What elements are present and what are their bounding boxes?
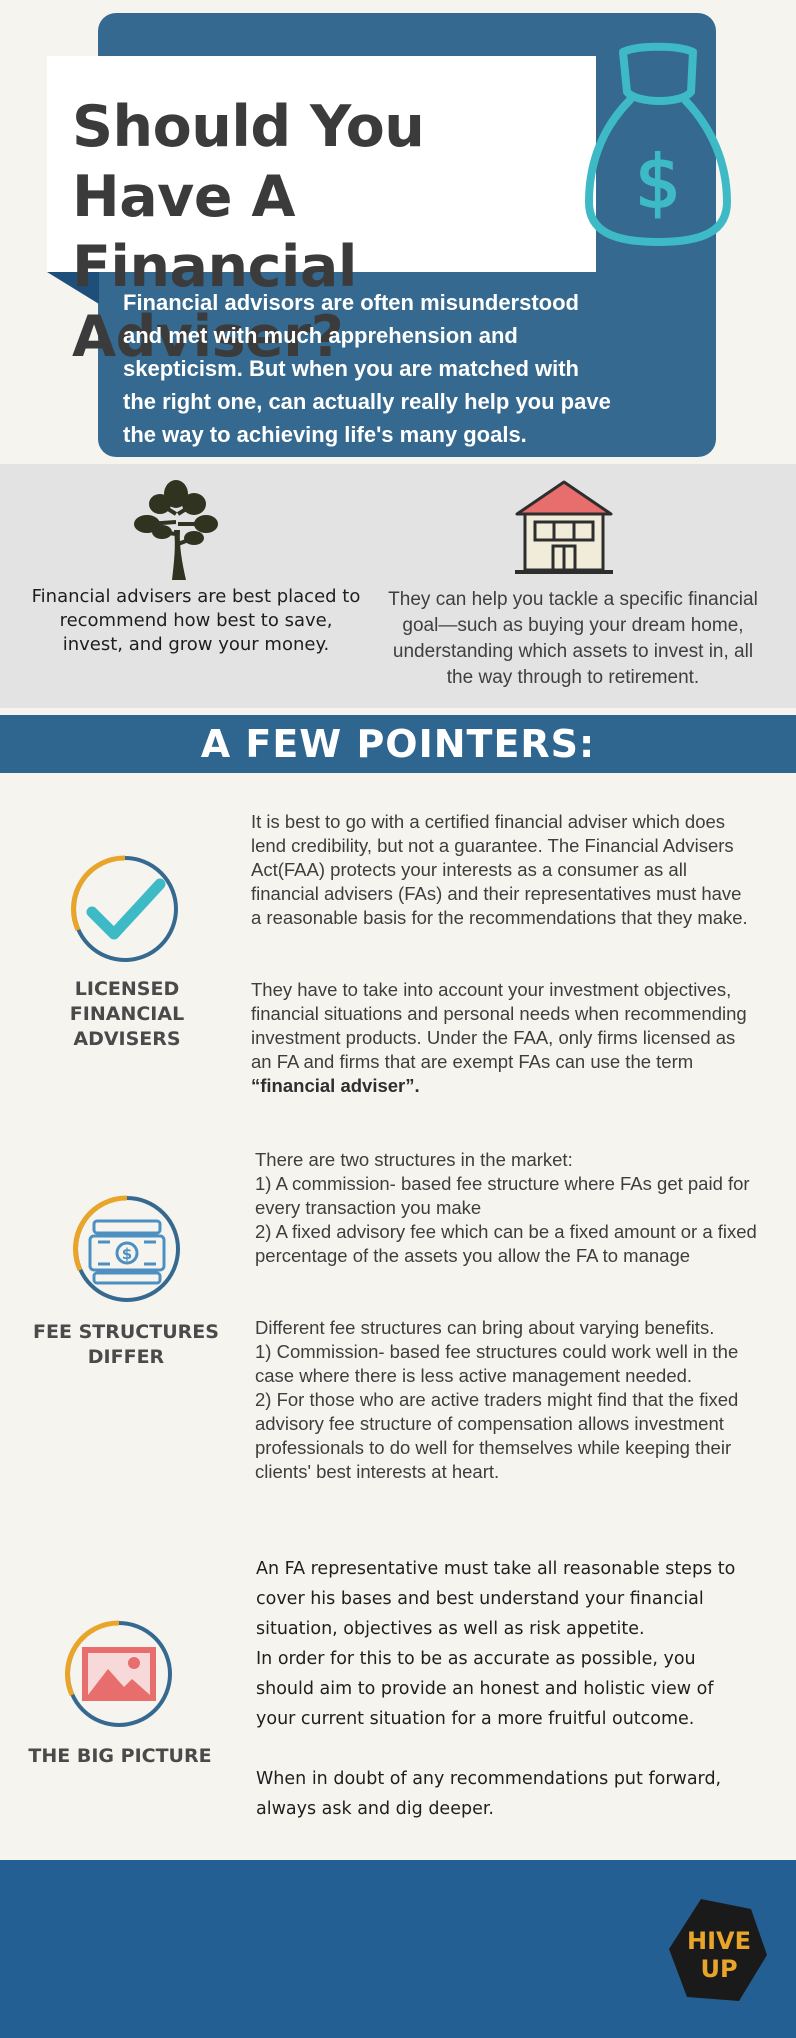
fees-block-2-line-2: 1) Commission- based fee structures coul… xyxy=(255,1341,739,1386)
benefit-left-text: Financial advisers are best placed to re… xyxy=(31,586,361,655)
pointer-big-picture-text: An FA representative must take all reaso… xyxy=(256,1554,756,1824)
fees-block-1-line-3: 2) A fixed advisory fee which can be a f… xyxy=(255,1221,757,1266)
benefits-band xyxy=(0,464,796,708)
intro-text: Financial advisors are often misundersto… xyxy=(123,290,611,447)
picture-icon xyxy=(64,1620,172,1727)
fees-block-2-line-1: Different fee structures can bring about… xyxy=(255,1317,715,1338)
house-icon xyxy=(515,480,613,574)
big-picture-paragraph-1: An FA representative must take all reaso… xyxy=(256,1559,736,1639)
pointer-fees-block-1: There are two structures in the market: … xyxy=(255,1148,765,1268)
checkmark-icon xyxy=(70,855,178,962)
fees-block-1-line-2: 1) A commission- based fee structure whe… xyxy=(255,1173,750,1218)
big-picture-paragraph-3: When in doubt of any recommendations put… xyxy=(256,1769,722,1819)
cash-stack-icon: $ xyxy=(72,1195,180,1302)
fees-block-2-line-3: 2) For those who are active traders migh… xyxy=(255,1389,739,1482)
pointer-title-licensed: LICENSED FINANCIAL ADVISERS xyxy=(69,978,185,1050)
pointer-licensed-paragraph-1: It is best to go with a certified financ… xyxy=(251,811,748,928)
pointer-fees-block-2: Different fee structures can bring about… xyxy=(255,1316,765,1484)
logo-line-2: UP xyxy=(700,1955,737,1983)
section-header-bar xyxy=(0,715,796,773)
svg-text:$: $ xyxy=(635,140,681,224)
page-title: Should You Have A Financial Adviser? xyxy=(72,92,592,372)
footer-band xyxy=(0,1860,796,2038)
section-title: A FEW POINTERS: xyxy=(200,722,596,766)
money-bag-icon: $ xyxy=(585,42,731,246)
logo-line-1: HIVE xyxy=(687,1927,751,1955)
benefit-right-text: They can help you tackle a specific fina… xyxy=(388,589,758,688)
pointer-title-fees: FEE STRUCTURES DIFFER xyxy=(33,1321,219,1368)
fees-block-1-line-1: There are two structures in the market: xyxy=(255,1149,573,1170)
pointer-title-big-picture: THE BIG PICTURE xyxy=(28,1745,212,1767)
hive-up-logo: HIVE UP xyxy=(669,1899,767,2001)
pointer-licensed-paragraph-2-text: They have to take into account your inve… xyxy=(251,979,747,1072)
tree-icon xyxy=(134,480,218,580)
svg-text:$: $ xyxy=(122,1245,132,1263)
title-line-2: Financial Adviser? xyxy=(72,234,357,370)
title-box xyxy=(47,56,596,272)
pointer-licensed-paragraph-2: They have to take into account your inve… xyxy=(251,978,751,1098)
title-fold xyxy=(47,272,99,304)
title-line-1: Should You Have A xyxy=(72,94,425,230)
big-picture-paragraph-2: In order for this to be as accurate as p… xyxy=(256,1649,714,1729)
pointer-licensed-term: “financial adviser”. xyxy=(251,1075,420,1096)
